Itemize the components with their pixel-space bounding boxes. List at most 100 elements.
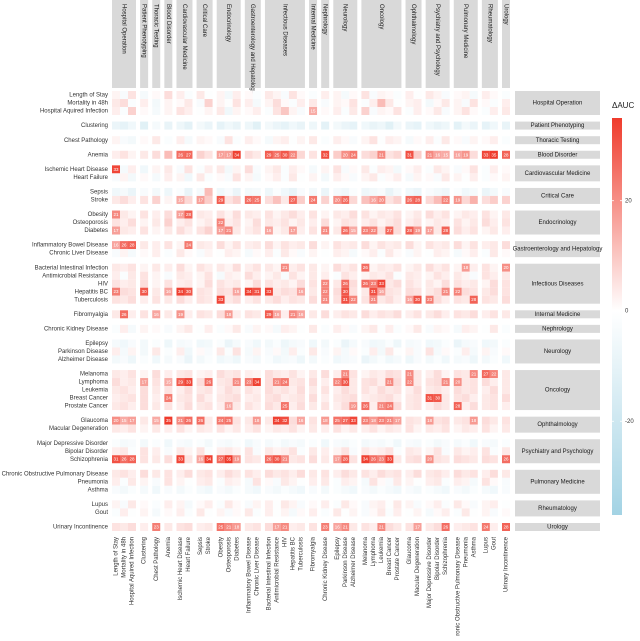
heatmap-cell [120,136,128,145]
cell-label: 33 [379,281,385,286]
cell-label: 17 [142,380,148,385]
heatmap-cell [405,173,414,182]
heatmap-cell [164,347,173,356]
heatmap-cell [425,339,434,348]
heatmap-cell [309,91,318,99]
heatmap-cell [377,508,386,517]
heatmap-cell [333,394,342,403]
cell-label: 16 [298,289,304,294]
x-tick-label: Hospital Aquired Infection [130,537,136,605]
heatmap-cell [461,295,470,304]
heatmap-cell [361,263,370,272]
heatmap-cell [140,402,149,411]
heatmap-cell [216,91,225,99]
heatmap-cell [128,279,136,288]
heatmap-cell [204,402,213,411]
heatmap-cell [184,173,193,182]
heatmap-cell [224,210,233,219]
heatmap-cell [264,279,273,288]
heatmap-cell [461,210,470,219]
heatmap-cell [232,455,241,464]
heatmap-cell [433,324,442,333]
heatmap-cell [461,195,470,204]
heatmap-cell [128,469,136,478]
cell-label: 26 [266,457,272,462]
heatmap-cell [296,347,305,356]
heatmap-cell [204,310,213,319]
heatmap-cell [461,477,470,486]
cell-label: 34 [363,457,369,462]
cell-label: 26 [198,418,204,423]
cell-label: 16 [379,289,385,294]
heatmap-cell [288,287,297,296]
heatmap-cell [264,107,273,115]
heatmap-cell [296,287,305,296]
heatmap-cell [224,173,233,182]
heatmap-cell [164,439,173,448]
heatmap-cell [385,279,394,288]
heatmap-cell [502,136,510,145]
facet-strip [515,324,600,333]
facet-label: Gastroenterology and Hepatology [249,4,255,94]
cell-label: 33 [387,457,393,462]
heatmap-cell [441,386,450,395]
heatmap-cell [441,165,450,174]
y-tick-label: Gout [95,510,108,516]
cell-label: 17 [178,212,184,217]
heatmap-cell [280,91,289,99]
cell-label: 23 [427,297,433,302]
heatmap-cell [433,263,442,272]
heatmap-cell [369,355,378,364]
heatmap-cell [469,226,478,235]
heatmap-cell [140,287,149,296]
heatmap-cell [321,99,330,107]
heatmap-cell [433,249,442,258]
heatmap-cell [413,500,422,509]
y-tick-label: Glaucoma [81,418,109,424]
heatmap-cell [128,485,136,494]
heatmap-cell [184,165,193,174]
heatmap-cell [272,523,281,531]
heatmap-cell [341,173,350,182]
heatmap-cell [280,347,289,356]
heatmap-cell [204,394,213,403]
heatmap-cell [461,324,470,333]
heatmap-cell [216,469,225,478]
heatmap-cell [196,477,205,486]
heatmap-cell [216,378,225,387]
cell-label: 16 [298,312,304,317]
x-tick-label: Chronic Kidney Disease [323,536,329,601]
cell-label: 21 [443,289,449,294]
heatmap-cell [244,447,253,456]
heatmap-cell [481,386,490,395]
heatmap-cell [441,347,450,356]
heatmap-cell [377,99,386,107]
y-tick-label: Pneumonia [78,479,109,485]
heatmap-cell [140,347,149,356]
heatmap-cell [272,241,281,250]
heatmap-cell [433,355,442,364]
heatmap-cell [184,210,193,219]
heatmap-cell [224,295,233,304]
heatmap-cell [341,226,350,235]
cell-label: 16 [407,297,413,302]
heatmap-cell [184,355,193,364]
heatmap-cell [425,210,434,219]
cell-label: 17 [218,228,224,233]
heatmap-cell [453,263,462,272]
heatmap-cell [164,424,173,433]
heatmap-cell [232,339,241,348]
heatmap-cell [413,241,422,250]
cell-label: 21 [282,524,288,529]
cell-label: 26 [186,418,192,423]
heatmap-cell [216,416,225,425]
heatmap-cell [489,295,498,304]
heatmap-cell [461,416,470,425]
heatmap-cell [264,378,273,387]
heatmap-cell [341,485,350,494]
cell-label: 21 [323,297,329,302]
heatmap-cell [252,173,261,182]
heatmap-cell [288,249,297,258]
heatmap-cell [333,469,342,478]
facet-strip [425,0,450,88]
